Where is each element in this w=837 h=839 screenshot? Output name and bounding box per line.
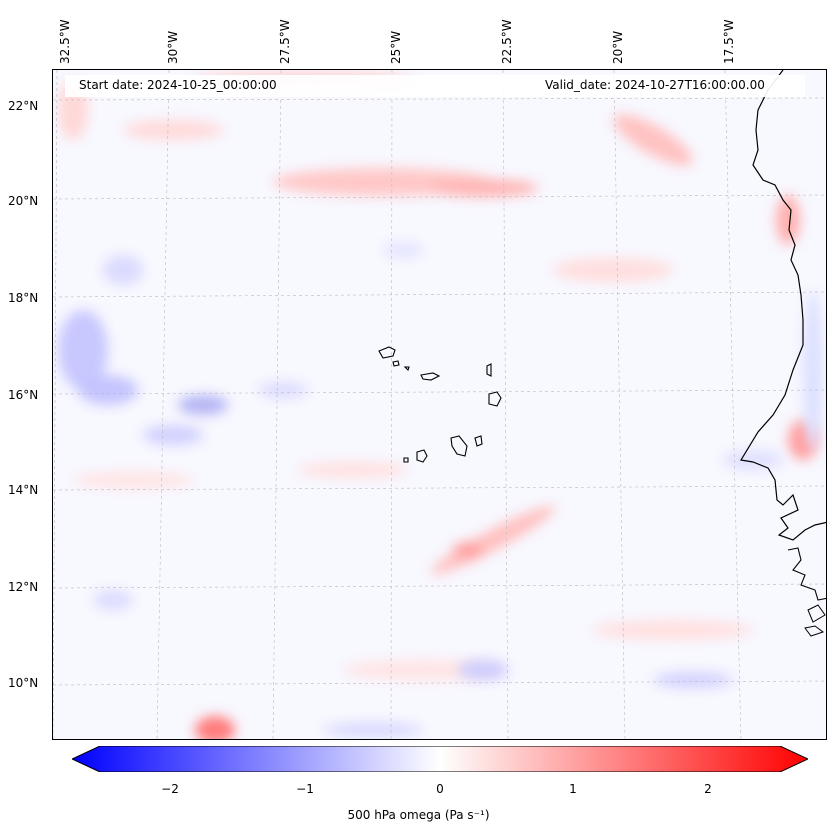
lon-label: 27.5°W [278, 19, 292, 64]
african-coastline [740, 70, 826, 541]
valid-date-text: Valid_date: 2024-10-27T16:00:00.00 [545, 78, 765, 92]
negative-omega-regions [58, 242, 823, 738]
colorbar-gradient [70, 745, 810, 773]
colorbar [70, 745, 810, 773]
coastal-island [804, 625, 825, 637]
coastal-island [807, 604, 826, 623]
lon-label: 20°W [611, 30, 625, 64]
positive-omega-regions [58, 72, 818, 739]
lat-label: 16°N [8, 388, 39, 402]
lon-label: 32.5°W [58, 19, 72, 64]
colorbar-tick: 0 [436, 782, 444, 796]
lon-label: 22.5°W [500, 19, 514, 64]
colorbar-svg [70, 745, 810, 773]
colorbar-label: 500 hPa omega (Pa s⁻¹) [347, 808, 490, 822]
lat-label: 22°N [8, 99, 39, 113]
lat-label: 10°N [8, 676, 39, 690]
lat-label: 12°N [8, 580, 39, 594]
colorbar-tick: −2 [161, 782, 179, 796]
map-panel [52, 69, 827, 740]
lat-label: 18°N [8, 291, 39, 305]
title-band [65, 75, 805, 97]
lat-label: 20°N [8, 194, 39, 208]
graticule [53, 70, 826, 739]
lat-label: 14°N [8, 483, 39, 497]
coastline-detail [787, 547, 826, 601]
start-date-text: Start date: 2024-10-25_00:00:00 [79, 78, 277, 92]
colorbar-tick: 2 [704, 782, 712, 796]
colorbar-tick: 1 [569, 782, 577, 796]
colorbar-tick: −1 [296, 782, 314, 796]
omega-field-map [53, 70, 826, 739]
lon-label: 30°W [166, 30, 180, 64]
lon-label: 17.5°W [722, 19, 736, 64]
lon-label: 25°W [389, 30, 403, 64]
cape-verde-islands [378, 346, 502, 463]
